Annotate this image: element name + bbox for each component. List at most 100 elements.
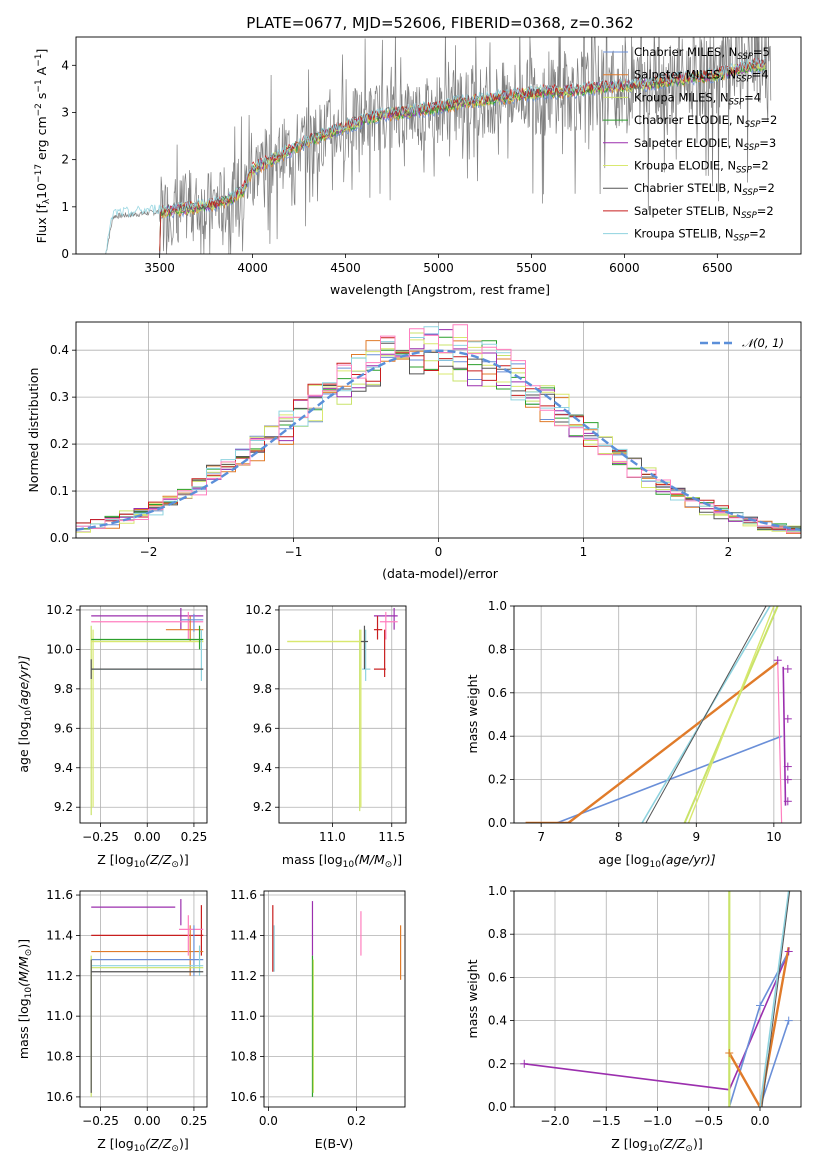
axes-frame [513, 890, 802, 1108]
x-tick-label: 6500 [702, 261, 733, 275]
legend-entry: Chabrier ELODIE, NSSP=2 [634, 113, 777, 130]
normal-curve-line [76, 349, 801, 531]
label-part: )] [392, 852, 402, 867]
plot-area [76, 324, 801, 534]
mass-weight-line-4 [645, 606, 767, 823]
x-tick-label: 5500 [516, 261, 547, 275]
x-tick-label: 1 [580, 545, 588, 559]
chart-title: PLATE=0677, MJD=52606, FIBERID=0368, z=0… [246, 14, 633, 32]
label-part: age [log [598, 852, 649, 867]
histogram-series-8 [76, 337, 801, 530]
label-part: ⊙ [385, 860, 393, 870]
x-tick-label: 8 [615, 830, 623, 844]
label-part: −2 [34, 103, 44, 116]
y-tick-label: 11.6 [46, 888, 73, 902]
axes-frame [278, 605, 407, 824]
x-tick-label: −0.25 [82, 1114, 119, 1128]
x-tick-label: 4000 [237, 261, 268, 275]
legend-entry: Kroupa STELIB, NSSP=2 [634, 227, 766, 244]
label-part: =4 [752, 68, 769, 82]
label-part: 10 [648, 1144, 660, 1154]
axes-frame [75, 321, 802, 539]
mass-weight-vs-metallicity-panel: −2.0 −1.5 −1.0 −0.5 0.0 0.0 0.2 0.4 0.6 0.8 1.0 Z [… [465, 884, 802, 1154]
y-tick-label: 9.6 [253, 721, 272, 735]
axes-frame [79, 890, 208, 1108]
x-tick-label: 0 [435, 545, 443, 559]
label-part: A [34, 66, 49, 79]
x-tick-label: −2.0 [540, 1114, 569, 1128]
y-tick-label: 0.2 [488, 773, 507, 787]
x-axis-label: Z [log10(Z/Z⊙)] [97, 852, 188, 870]
x-tick-label: 9 [692, 830, 700, 844]
y-tick-label: 9.8 [253, 682, 272, 696]
label-part: SSP [744, 143, 760, 153]
plot-area [520, 891, 793, 1107]
y-tick-label: 0.1 [50, 484, 69, 498]
plot-area [90, 607, 204, 816]
label-part: Salpeter MILES, N [634, 68, 736, 82]
model-spectrum-8 [159, 58, 766, 251]
mass-weight-line-6 [687, 606, 775, 823]
label-part: SSP [742, 188, 758, 198]
y-tick-label: 11.4 [230, 928, 257, 942]
label-part: 10 [24, 710, 34, 722]
y-tick-label: 0.0 [50, 531, 69, 545]
y-tick-label: 0.4 [488, 729, 507, 743]
label-part: Chabrier ELODIE, N [634, 113, 745, 127]
label-part: SSP [737, 52, 753, 62]
y-tick-label: 9.4 [253, 761, 272, 775]
label-part: )] [16, 939, 31, 949]
label-part: mass [log [282, 852, 343, 867]
label-part: =2 [749, 227, 766, 241]
label-part: ⊙ [171, 1144, 179, 1154]
label-part: Salpeter STELIB, N [634, 204, 741, 218]
mass-weight-line-7 [761, 891, 791, 1107]
age-vs-mass-panel: 11.0 11.5 9.2 9.4 9.6 9.8 10.0 10.2 mass [log10(… [245, 603, 407, 870]
y-tick-label: 10.2 [46, 603, 73, 617]
axes-frame [513, 605, 802, 824]
y-tick-label: 9.4 [54, 761, 73, 775]
x-tick-label: 2 [725, 545, 733, 559]
legend-entry: Chabrier STELIB, NSSP=2 [634, 181, 775, 198]
mass-weight-line-2 [728, 951, 790, 1107]
x-tick-label: 0.25 [181, 830, 208, 844]
x-tick-label: 0.2 [347, 1114, 366, 1128]
axes-frame [263, 890, 406, 1108]
legend-entry: Salpeter ELODIE, NSSP=3 [634, 136, 776, 153]
y-axis-label: mass [log10(M/M⊙)] [16, 939, 34, 1059]
label-part: 10 [134, 860, 146, 870]
y-tick-label: 9.2 [253, 800, 272, 814]
spectrum-panel: 3500 4000 4500 5000 5500 6000 6500 0 1 2 3 4 PLATE=0… [34, 14, 802, 297]
y-tick-label: 4 [61, 58, 69, 72]
y-tick-label: 0.6 [488, 686, 507, 700]
label-part: =4 [744, 90, 761, 104]
y-tick-label: 10.0 [245, 642, 272, 656]
mass-vs-ebv-panel: 0.0 0.2 10.6 10.8 11.0 11.2 11.4 11.6 E(B-V) [230, 888, 406, 1151]
label-part: 10 [134, 1144, 146, 1154]
y-axis-label: Normed distribution [26, 368, 41, 493]
y-tick-label: 10.0 [46, 642, 73, 656]
x-tick-label: 5000 [423, 261, 454, 275]
label-part: Kroupa MILES, N [634, 90, 729, 104]
y-tick-label: 10.6 [46, 1090, 73, 1104]
axes-frame [75, 36, 802, 255]
x-tick-label: 11.5 [378, 830, 405, 844]
y-tick-label: 11.6 [230, 888, 257, 902]
label-part: (age/yr)] [661, 852, 716, 867]
label-part: ⊙ [171, 860, 179, 870]
y-tick-label: 0.2 [488, 1057, 507, 1071]
x-tick-label: 0.0 [750, 1114, 769, 1128]
residual-histogram-panel: −2 −1 0 1 2 0.0 0.1 0.2 0.3 0.4 (data-model)/error… [26, 321, 802, 581]
label-part: SSP [736, 166, 752, 176]
x-tick-label: −1.0 [643, 1114, 672, 1128]
mass-weight-line-7 [782, 666, 787, 806]
legend-entry: Kroupa ELODIE, NSSP=2 [634, 159, 769, 176]
y-tick-label: 11.4 [46, 928, 73, 942]
label-part: Chabrier MILES, N [634, 45, 737, 59]
histogram-series-10 [76, 324, 801, 534]
y-tick-label: 11.0 [46, 1009, 73, 1023]
label-part: 10 [343, 860, 355, 870]
